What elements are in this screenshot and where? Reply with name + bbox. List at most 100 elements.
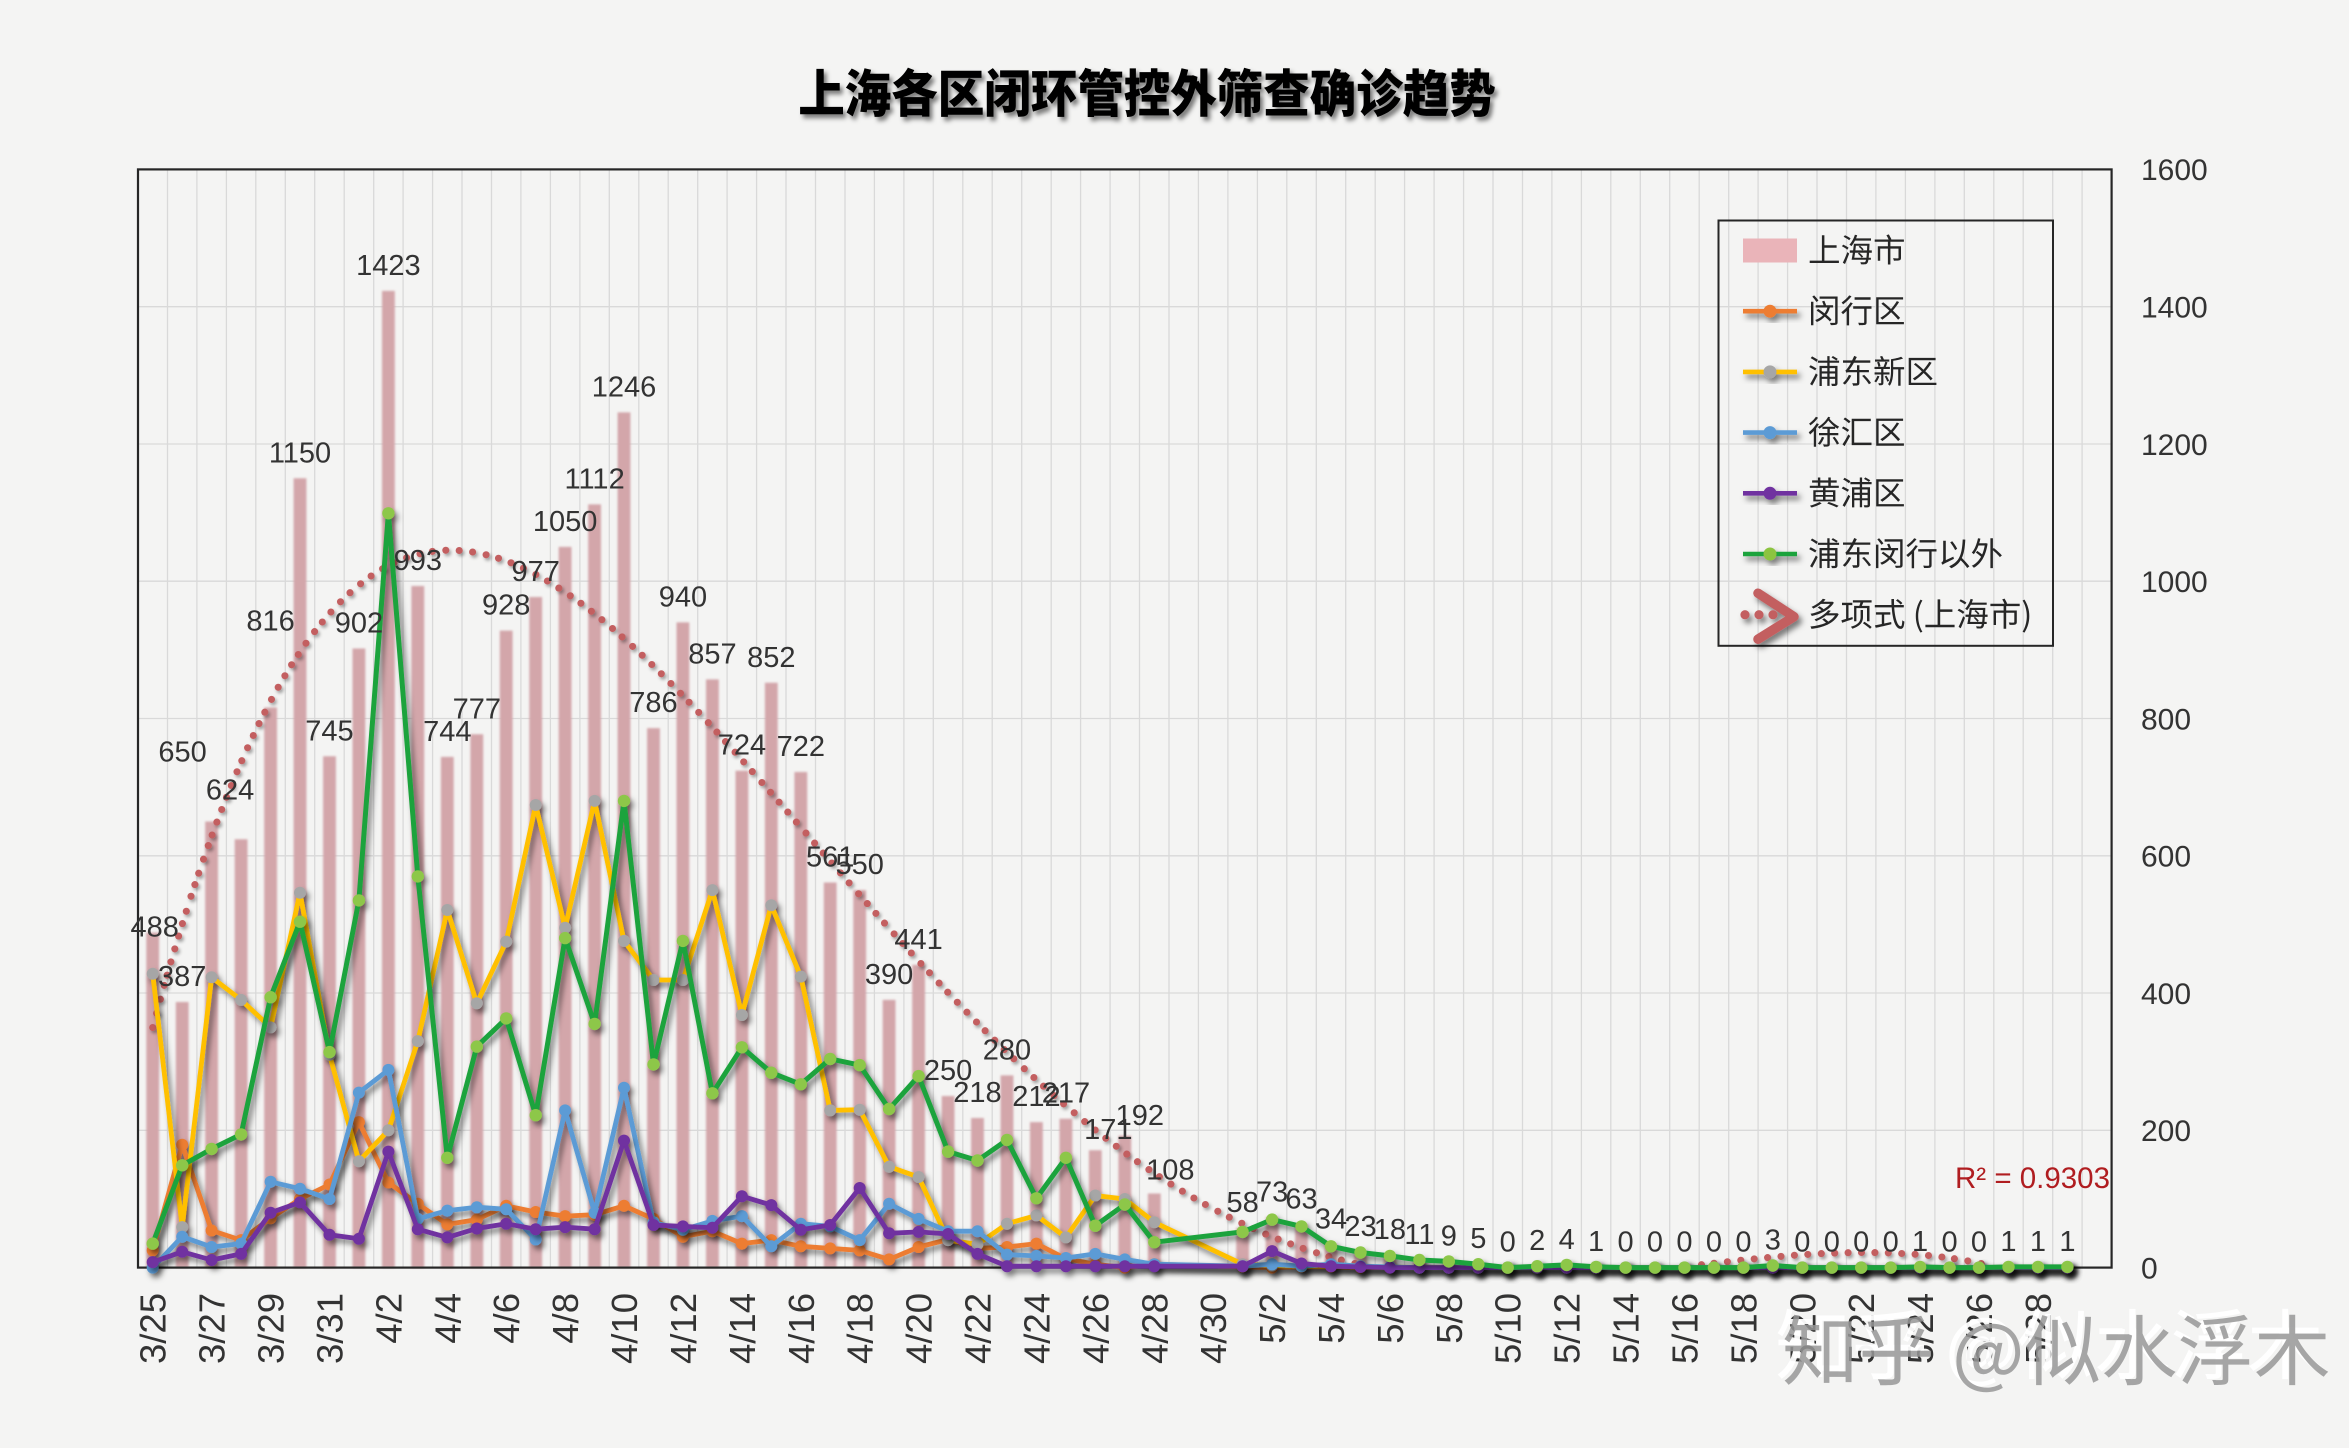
- svg-text:777: 777: [453, 693, 501, 725]
- svg-text:5/4: 5/4: [1311, 1293, 1352, 1344]
- svg-text:5/18: 5/18: [1723, 1293, 1764, 1364]
- svg-text:11: 11: [1404, 1219, 1434, 1251]
- svg-text:4/16: 4/16: [781, 1293, 822, 1364]
- svg-text:786: 786: [629, 687, 677, 719]
- svg-text:200: 200: [2141, 1115, 2191, 1148]
- svg-text:441: 441: [894, 924, 942, 956]
- svg-text:5/6: 5/6: [1370, 1293, 1411, 1344]
- svg-text:63: 63: [1285, 1183, 1317, 1215]
- svg-text:2: 2: [1529, 1225, 1545, 1257]
- svg-text:4/26: 4/26: [1075, 1293, 1116, 1364]
- svg-text:1050: 1050: [533, 506, 598, 538]
- svg-text:4/28: 4/28: [1134, 1293, 1175, 1364]
- svg-text:1246: 1246: [592, 371, 657, 403]
- svg-text:5/8: 5/8: [1429, 1293, 1470, 1344]
- svg-text:192: 192: [1116, 1100, 1164, 1132]
- svg-text:1200: 1200: [2141, 429, 2208, 462]
- svg-text:5: 5: [1470, 1223, 1486, 1255]
- svg-text:928: 928: [482, 590, 530, 622]
- svg-text:1: 1: [1588, 1226, 1604, 1258]
- svg-text:5/2: 5/2: [1252, 1293, 1293, 1344]
- svg-text:0: 0: [1853, 1227, 1869, 1259]
- svg-text:1: 1: [2030, 1226, 2046, 1258]
- svg-text:1150: 1150: [269, 437, 331, 469]
- svg-text:3/25: 3/25: [133, 1293, 174, 1364]
- svg-text:4/2: 4/2: [368, 1293, 409, 1344]
- svg-text:993: 993: [394, 545, 442, 577]
- svg-text:852: 852: [747, 642, 795, 674]
- svg-text:5/16: 5/16: [1665, 1293, 1706, 1364]
- svg-text:0: 0: [1883, 1227, 1899, 1259]
- svg-text:4/24: 4/24: [1016, 1293, 1057, 1364]
- svg-text:5/14: 5/14: [1606, 1293, 1647, 1364]
- svg-text:217: 217: [1042, 1078, 1090, 1110]
- svg-text:5/10: 5/10: [1488, 1293, 1529, 1364]
- svg-text:561: 561: [806, 842, 854, 874]
- svg-text:800: 800: [2141, 703, 2191, 736]
- svg-text:4/8: 4/8: [545, 1293, 586, 1344]
- svg-text:4/14: 4/14: [722, 1293, 763, 1364]
- svg-text:1400: 1400: [2141, 292, 2208, 325]
- svg-text:0: 0: [1647, 1227, 1663, 1259]
- svg-text:171: 171: [1084, 1114, 1132, 1146]
- svg-text:940: 940: [659, 581, 707, 613]
- svg-text:34: 34: [1315, 1203, 1347, 1235]
- svg-text:387: 387: [158, 961, 206, 993]
- svg-text:0: 0: [1676, 1227, 1692, 1259]
- svg-text:18: 18: [1374, 1214, 1406, 1246]
- svg-text:4/6: 4/6: [486, 1293, 527, 1344]
- svg-text:857: 857: [688, 638, 736, 670]
- svg-text:1: 1: [2059, 1226, 2075, 1258]
- svg-text:3/27: 3/27: [192, 1293, 233, 1364]
- svg-text:250: 250: [924, 1055, 972, 1087]
- svg-text:0: 0: [1942, 1227, 1958, 1259]
- svg-text:212: 212: [1012, 1081, 1060, 1113]
- svg-text:23: 23: [1344, 1211, 1376, 1243]
- svg-text:816: 816: [246, 606, 294, 638]
- svg-text:744: 744: [423, 716, 471, 748]
- svg-text:390: 390: [865, 959, 913, 991]
- svg-text:722: 722: [777, 731, 825, 763]
- svg-text:745: 745: [305, 715, 353, 747]
- svg-text:4/18: 4/18: [840, 1293, 881, 1364]
- svg-text:0: 0: [1706, 1227, 1722, 1259]
- svg-text:1423: 1423: [356, 250, 421, 282]
- svg-text:5/12: 5/12: [1547, 1293, 1588, 1364]
- svg-text:4/12: 4/12: [663, 1293, 704, 1364]
- svg-text:724: 724: [718, 730, 766, 762]
- svg-text:488: 488: [131, 912, 179, 944]
- svg-text:1000: 1000: [2141, 566, 2208, 599]
- svg-text:400: 400: [2141, 978, 2191, 1011]
- svg-text:218: 218: [953, 1077, 1001, 1109]
- svg-text:3/31: 3/31: [310, 1293, 351, 1364]
- svg-text:58: 58: [1226, 1187, 1258, 1219]
- svg-text:0: 0: [1971, 1227, 1987, 1259]
- svg-text:0: 0: [1824, 1227, 1840, 1259]
- svg-text:0: 0: [1794, 1227, 1810, 1259]
- svg-text:650: 650: [158, 737, 206, 769]
- svg-text:4/4: 4/4: [427, 1293, 468, 1344]
- svg-text:4/20: 4/20: [899, 1293, 940, 1364]
- svg-text:280: 280: [983, 1034, 1031, 1066]
- svg-text:1: 1: [2000, 1226, 2016, 1258]
- svg-text:902: 902: [335, 608, 383, 640]
- svg-text:550: 550: [836, 849, 884, 881]
- svg-text:0: 0: [1618, 1227, 1634, 1259]
- svg-text:4: 4: [1559, 1224, 1575, 1256]
- svg-text:0: 0: [1735, 1227, 1751, 1259]
- svg-text:73: 73: [1256, 1177, 1288, 1209]
- svg-text:1112: 1112: [564, 463, 624, 495]
- svg-text:4/22: 4/22: [958, 1293, 999, 1364]
- svg-text:3: 3: [1765, 1225, 1781, 1257]
- svg-text:0: 0: [1500, 1227, 1516, 1259]
- svg-text:600: 600: [2141, 841, 2191, 874]
- svg-text:R² = 0.9303: R² = 0.9303: [1955, 1162, 2110, 1195]
- svg-text:1: 1: [1912, 1226, 1928, 1258]
- svg-text:1600: 1600: [2141, 154, 2208, 187]
- svg-text:4/10: 4/10: [604, 1293, 645, 1364]
- svg-text:624: 624: [206, 774, 254, 806]
- svg-text:977: 977: [512, 556, 560, 588]
- svg-text:4/30: 4/30: [1193, 1293, 1234, 1364]
- svg-text:108: 108: [1146, 1155, 1194, 1187]
- svg-text:3/29: 3/29: [251, 1293, 292, 1364]
